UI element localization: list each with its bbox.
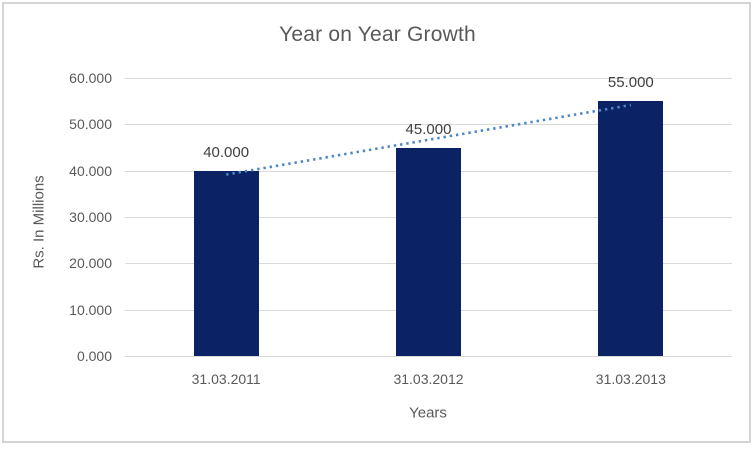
bar [396,147,461,356]
bar-data-label: 45.000 [405,120,452,138]
y-tick-label: 60.000 [69,70,112,86]
chart-title: Year on Year Growth [279,23,476,46]
y-gridline [125,356,732,357]
bar [193,170,259,356]
bar-data-label: 40.000 [203,143,250,161]
y-tick-label: 30.000 [69,209,112,225]
y-tick-label: 0.000 [76,348,112,364]
y-tick-label: 20.000 [69,255,112,272]
x-tick-label: 31.03.2012 [393,371,464,387]
x-axis-title: Years [409,404,447,422]
y-gridline [125,78,732,79]
bar-data-label: 55.000 [607,74,654,92]
y-tick-label: 50.000 [69,116,112,133]
x-tick-label: 31.03.2011 [191,371,261,387]
x-tick-label: 31.03.2013 [595,371,666,387]
y-tick-label: 10.000 [69,301,112,318]
bar [598,101,664,356]
y-tick-label: 40.000 [69,162,112,179]
